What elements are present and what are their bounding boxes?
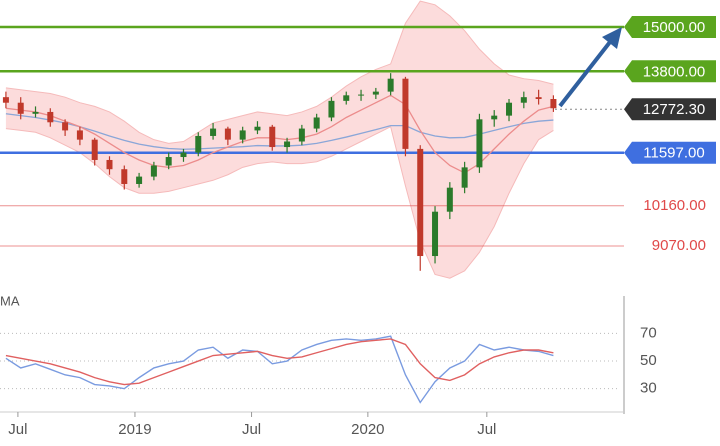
x-tick-label: 2019: [118, 421, 151, 438]
candle-body: [32, 111, 39, 114]
level-label: 12772.30: [643, 101, 706, 118]
candle-body: [195, 135, 202, 153]
moving-average: [5, 113, 554, 150]
candle-body: [387, 78, 394, 92]
level-label: 10160.00: [643, 197, 706, 214]
level-label: 13800.00: [643, 63, 706, 80]
candle-body: [165, 157, 172, 166]
indicator-line: [5, 338, 554, 386]
level-label: 9070.00: [652, 237, 706, 254]
trend-arrow: [558, 40, 612, 108]
candle-body: [239, 130, 246, 140]
candle-body: [372, 91, 379, 95]
x-tick-label: Jul: [242, 421, 261, 438]
candle-body: [62, 122, 69, 131]
candle-body: [2, 97, 9, 103]
level-tag: [624, 98, 716, 121]
candle-body: [17, 102, 24, 114]
candle-body: [328, 100, 335, 118]
candle-body: [520, 97, 527, 103]
candle-body: [254, 126, 261, 131]
candle-body: [121, 169, 128, 184]
candle-body: [461, 167, 468, 188]
candle-body: [47, 111, 54, 123]
level-tag: [624, 141, 716, 164]
candle-body: [150, 165, 157, 177]
bollinger-band: [5, 1, 554, 279]
candle-body: [446, 187, 453, 212]
band-edge: [5, 125, 554, 279]
y-tick-label: 50: [640, 352, 657, 369]
candle-body: [550, 99, 557, 109]
level-label: 11597.00: [643, 145, 704, 162]
candle-body: [269, 126, 276, 148]
level-tag: [624, 60, 716, 83]
level-label: 15000.00: [643, 19, 706, 36]
candle-body: [180, 152, 187, 158]
y-tick-label: 30: [640, 380, 657, 397]
y-tick-label: 70: [640, 324, 657, 341]
candle-body: [210, 128, 217, 136]
candle-body: [343, 95, 350, 101]
level-tag: [624, 15, 716, 38]
candle-body: [313, 117, 320, 129]
candle-body: [224, 128, 231, 140]
candle-body: [298, 128, 305, 142]
x-tick-label: Jul: [8, 421, 27, 438]
candle-body: [506, 102, 513, 116]
candle-body: [476, 119, 483, 168]
indicator-line: [5, 335, 554, 404]
candle-body: [358, 94, 365, 96]
candle-body: [106, 159, 113, 170]
candle-body: [76, 130, 83, 140]
candle-body: [91, 139, 98, 160]
trend-arrow-head: [602, 27, 622, 49]
candle-body: [417, 148, 424, 257]
candle-body: [535, 97, 542, 100]
candle-body: [402, 78, 409, 149]
candle-body: [136, 176, 143, 184]
candle-body: [284, 141, 291, 148]
x-tick-label: Jul: [477, 421, 496, 438]
indicator-label: MA: [0, 293, 20, 308]
candle-body: [432, 211, 439, 257]
x-tick-label: 2020: [351, 421, 384, 438]
candle-body: [491, 115, 498, 120]
